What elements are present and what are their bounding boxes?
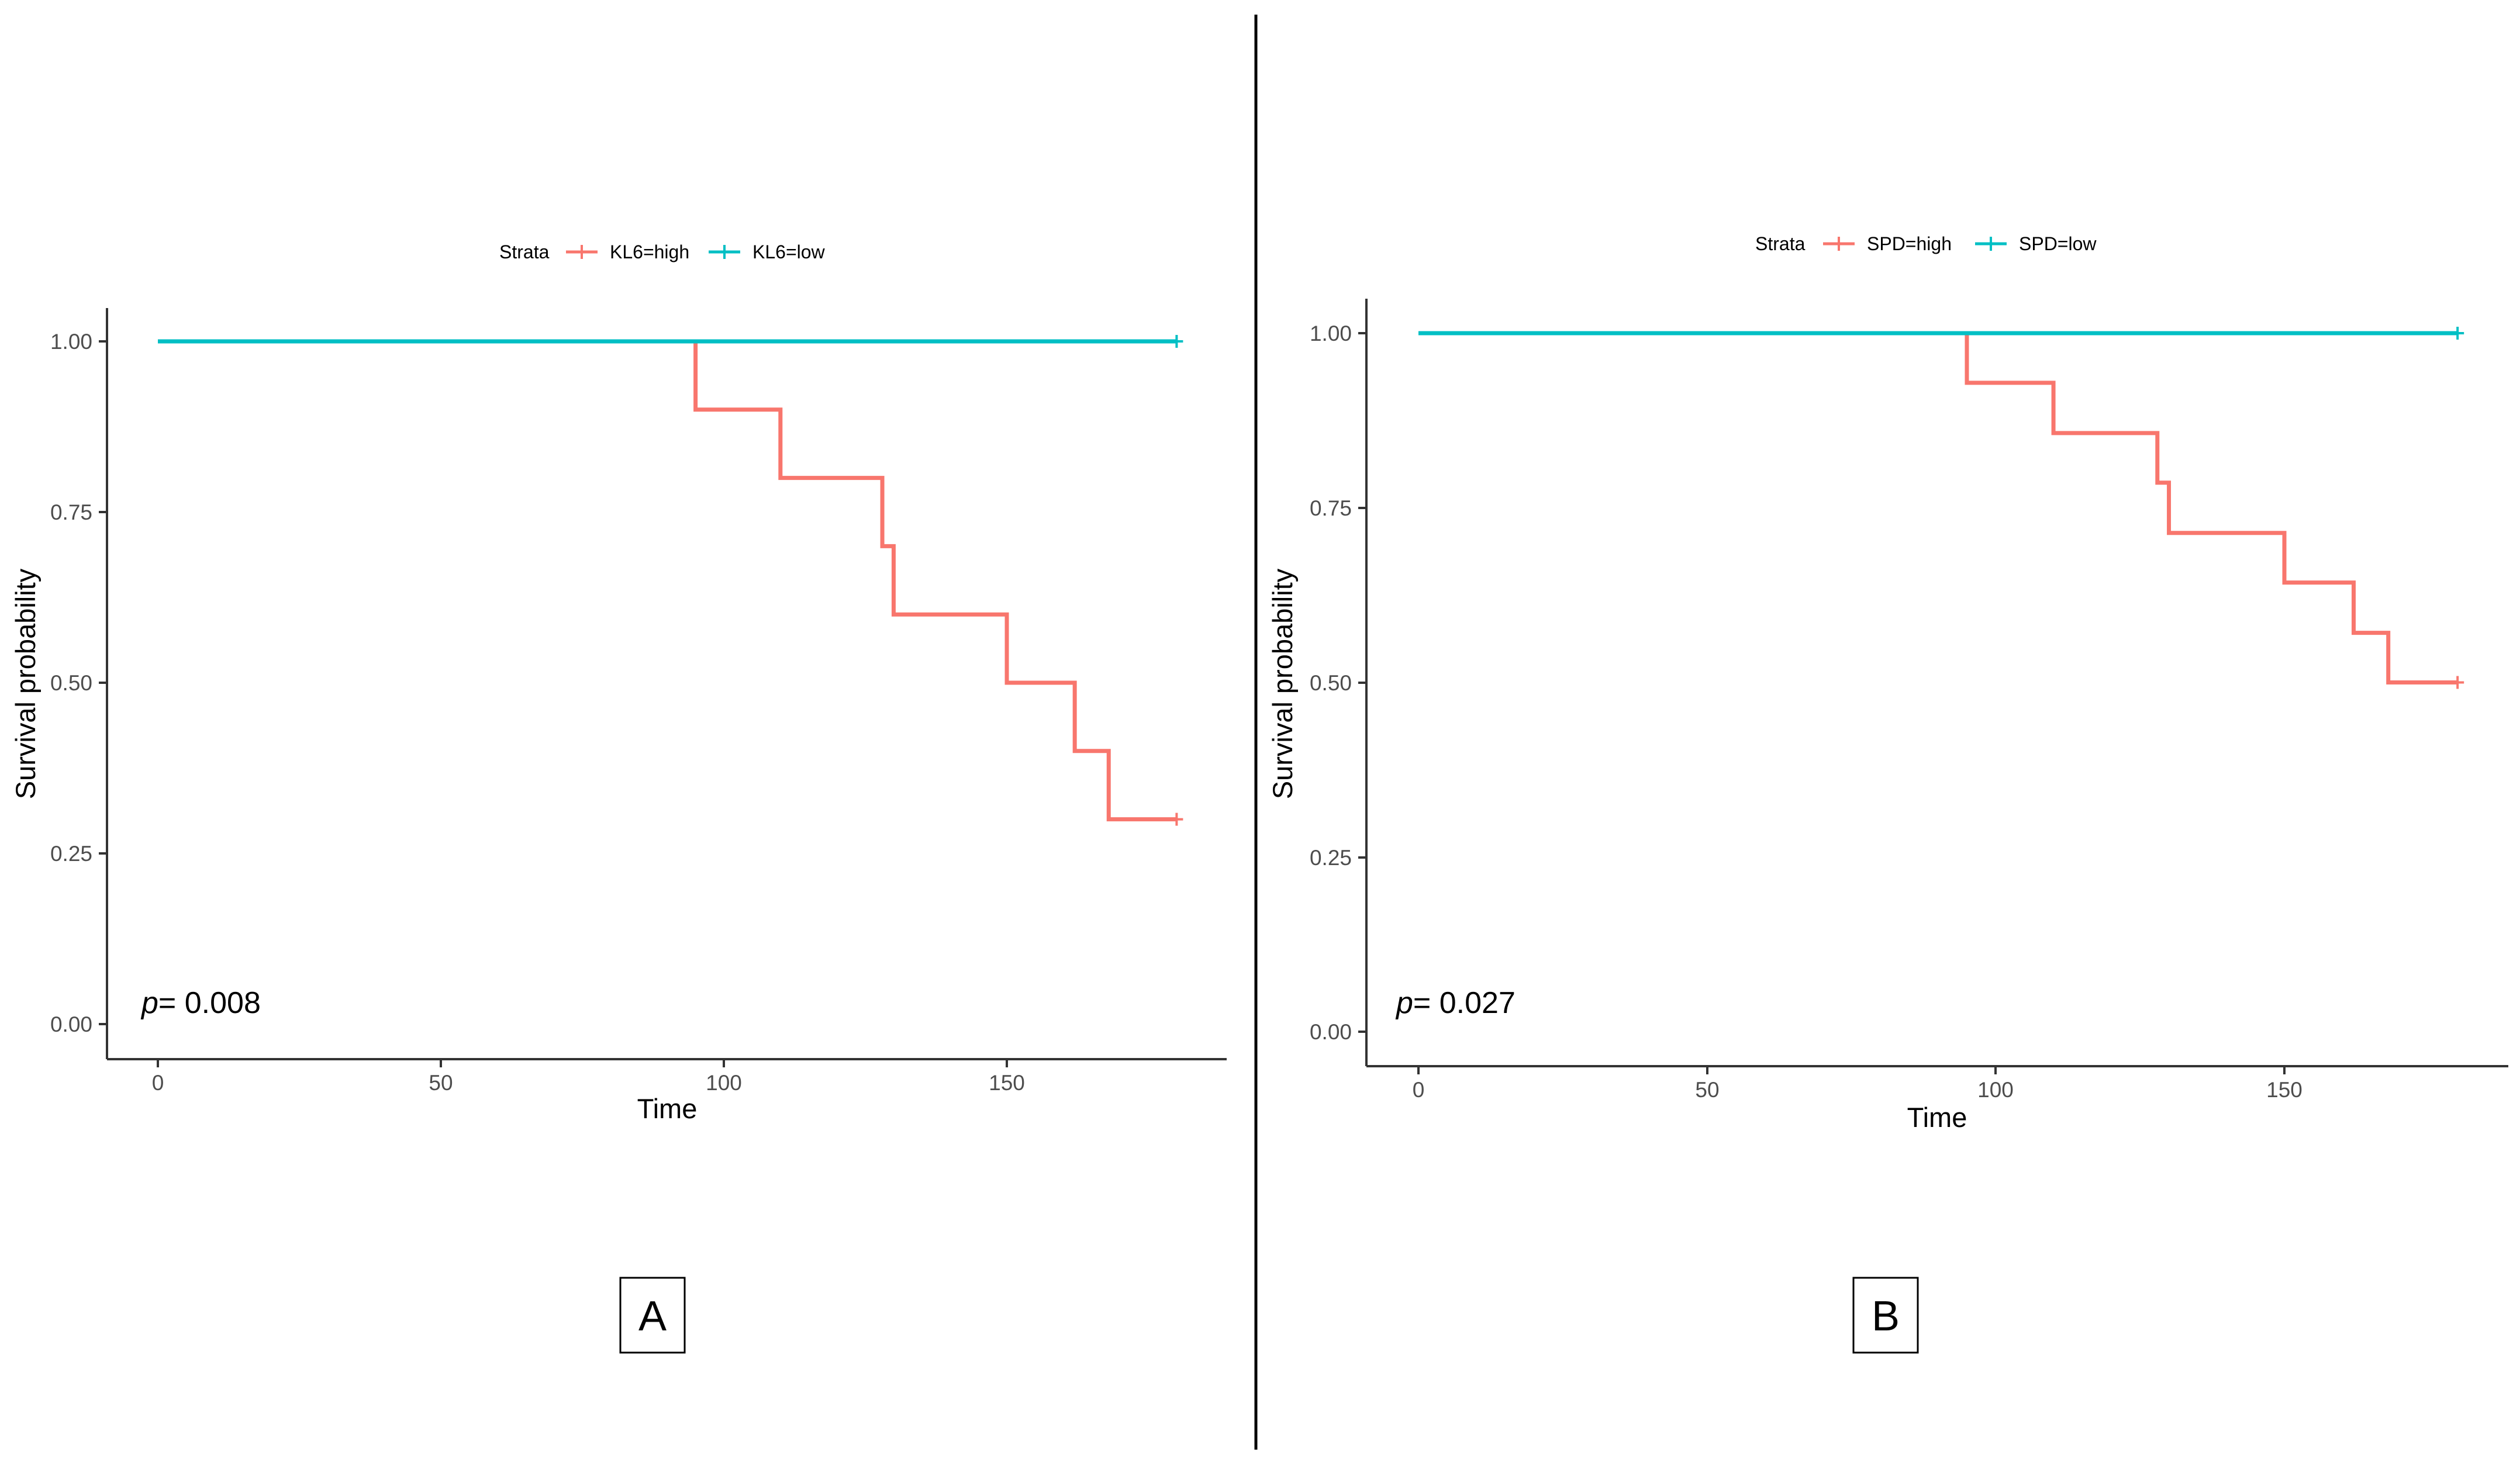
x-tick-label-b-2: 100 [1977, 1078, 2014, 1102]
y-tick-label-b-4: 1.00 [1310, 321, 1352, 345]
y-ticks-a: 1.00 0.75 0.50 0.25 0.00 [50, 330, 107, 1036]
y-tick-label-a-3: 0.75 [50, 500, 92, 524]
y-axis-title-b: Survival probability [1267, 568, 1298, 799]
p-value-a: p= 0.008 [140, 986, 261, 1020]
legend-label-b-0: SPD=high [1867, 233, 1952, 254]
survival-curve-spd-high [1418, 331, 2458, 684]
legend-title-a: Strata [499, 241, 550, 262]
y-tick-label-a-4: 1.00 [50, 330, 92, 354]
x-tick-label-b-0: 0 [1413, 1078, 1425, 1102]
x-axis-title-a: Time [637, 1093, 698, 1124]
x-tick-label-a-2: 100 [706, 1071, 742, 1095]
p-value-b: p= 0.027 [1395, 986, 1516, 1020]
y-tick-label-a-1: 0.25 [50, 842, 92, 866]
legend-title-b: Strata [1755, 233, 1806, 254]
x-tick-label-b-1: 50 [1695, 1078, 1719, 1102]
panel-label-b: B [1872, 1293, 1900, 1340]
p-value-text-b: = 0.027 [1413, 986, 1516, 1020]
y-tick-label-b-3: 0.75 [1310, 496, 1352, 520]
legend-a: Strata KL6=high KL6=low [499, 241, 826, 262]
y-ticks-b: 1.00 0.75 0.50 0.25 0.00 [1310, 321, 1366, 1044]
y-tick-label-b-0: 0.00 [1310, 1020, 1352, 1044]
y-tick-label-a-0: 0.00 [50, 1012, 92, 1036]
censor-marks-kl6-high [1170, 812, 1183, 826]
legend-b: Strata SPD=high SPD=low [1755, 233, 2097, 254]
x-tick-label-a-0: 0 [152, 1071, 164, 1095]
legend-label-a-1: KL6=low [752, 241, 826, 262]
p-value-text-a: = 0.008 [158, 986, 261, 1020]
y-axis-title-a: Survival probability [10, 568, 41, 799]
x-axis-title-b: Time [1907, 1102, 1967, 1133]
x-ticks-a: 0 50 100 150 [152, 1059, 1025, 1095]
censor-marks-spd-high [2451, 676, 2464, 689]
survival-curve-kl6-high [158, 339, 1177, 822]
x-tick-label-a-1: 50 [429, 1071, 453, 1095]
legend-label-b-1: SPD=low [2019, 233, 2097, 254]
panel-label-box-a [619, 1277, 686, 1354]
chart-panel-b: Strata SPD=high SPD=low 1.00 0.75 0.50 0… [1267, 233, 2508, 1354]
panel-label-box-b [1852, 1277, 1919, 1354]
y-tick-label-a-2: 0.50 [50, 671, 92, 695]
y-tick-label-b-2: 0.50 [1310, 671, 1352, 695]
x-ticks-b: 0 50 100 150 [1413, 1066, 2302, 1102]
panel-label-a: A [638, 1293, 667, 1340]
x-tick-label-b-3: 150 [2266, 1078, 2302, 1102]
p-value-prefix-b: p [1395, 986, 1413, 1020]
chart-panel-a: Strata KL6=high KL6=low 1.00 0.75 0.50 0… [10, 241, 1227, 1354]
x-tick-label-a-3: 150 [989, 1071, 1025, 1095]
legend-label-a-0: KL6=high [610, 241, 689, 262]
p-value-prefix-a: p [140, 986, 158, 1020]
censor-marks-spd-low [2451, 327, 2464, 340]
censor-marks-kl6-low [1170, 335, 1183, 348]
y-tick-label-b-1: 0.25 [1310, 846, 1352, 870]
